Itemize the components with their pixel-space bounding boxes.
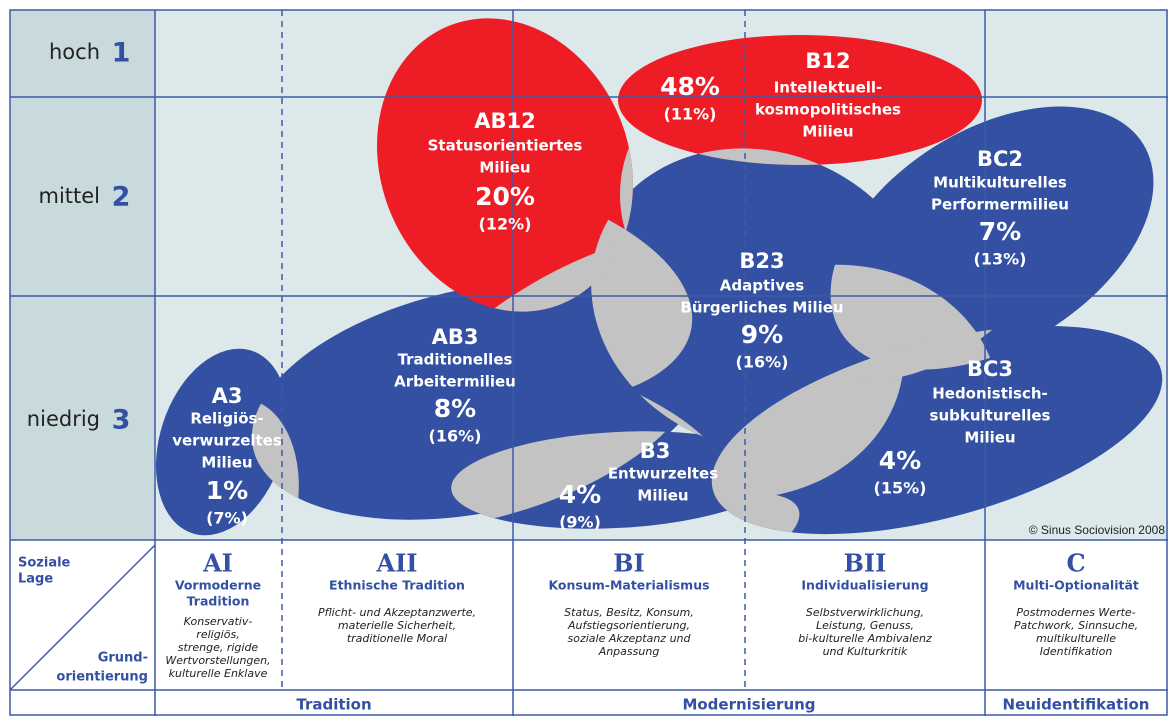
- milieu-name: Milieu: [637, 487, 688, 505]
- column-title: Vormoderne: [175, 578, 261, 593]
- milieu-share: 4%: [879, 446, 921, 475]
- row-label: hoch: [49, 40, 100, 64]
- corner-label: Soziale: [18, 556, 71, 571]
- milieu-share: 8%: [434, 394, 476, 423]
- milieu-name: Adaptives: [720, 277, 804, 295]
- column-code: AI: [202, 549, 233, 578]
- milieu-share: 7%: [979, 217, 1021, 246]
- column-code: C: [1066, 549, 1085, 578]
- milieu-sample: (16%): [429, 427, 482, 446]
- column-title: Konsum-Materialismus: [548, 578, 709, 593]
- corner-label: Grund-: [98, 651, 148, 666]
- column-code: AII: [375, 549, 417, 578]
- milieu-code: B3: [640, 439, 671, 463]
- row-number: 3: [112, 405, 131, 436]
- milieu-code: AB3: [432, 325, 479, 349]
- milieu-share: 4%: [559, 480, 601, 509]
- row-number: 2: [112, 182, 131, 213]
- column-description: Konservativ-: [184, 615, 253, 628]
- milieu-sample: (16%): [736, 353, 789, 372]
- copyright: © Sinus Sociovision 2008: [1029, 523, 1166, 537]
- milieu-name: Milieu: [201, 454, 252, 472]
- column-description: Wertvorstellungen,: [165, 654, 270, 667]
- column-description: und Kulturkritik: [823, 645, 908, 658]
- column-description: Pflicht- und Akzeptanzwerte,: [318, 606, 476, 619]
- milieu-name: subkulturelles: [930, 407, 1051, 425]
- milieu-shape: [618, 35, 982, 165]
- milieu-name: Bürgerliches Milieu: [680, 299, 843, 317]
- milieu-name: Arbeitermilieu: [394, 373, 516, 391]
- row-label: mittel: [38, 184, 100, 208]
- column-description: Aufstiegsorientierung,: [567, 619, 690, 632]
- outer-border: [9, 9, 1168, 716]
- milieu-name: Milieu: [479, 159, 530, 177]
- milieu-code: BC3: [967, 357, 1013, 381]
- column-description: strenge, rigide: [178, 641, 259, 654]
- milieu-code: B12: [805, 49, 850, 73]
- milieu-share: 1%: [206, 476, 248, 505]
- milieu-name: Religiös-: [190, 410, 263, 428]
- milieu-name: Multikulturelles: [933, 174, 1067, 192]
- column-title: Individualisierung: [801, 578, 928, 593]
- milieu-name: verwurzeltes: [172, 432, 282, 450]
- column-description: Leistung, Genuss,: [816, 619, 914, 632]
- column-description: religiös,: [196, 628, 239, 641]
- milieu-name: Entwurzeltes: [608, 465, 718, 483]
- row-label: niedrig: [27, 407, 100, 431]
- milieu-sample: (13%): [974, 250, 1027, 269]
- grid: [9, 9, 1168, 716]
- milieu-name: Statusorientiertes: [428, 137, 583, 155]
- row-number: 1: [112, 38, 131, 69]
- column-description: Selbstverwirklichung,: [806, 606, 924, 619]
- milieu-name: Intellektuell-: [774, 79, 883, 97]
- column-title: Ethnische Tradition: [329, 578, 465, 593]
- corner-label: Lage: [18, 572, 53, 587]
- column-description: Anpassung: [598, 645, 660, 658]
- group-label: Neuidentifikation: [1003, 696, 1150, 714]
- column-code: BII: [844, 549, 887, 578]
- corner-diagonal: [9, 544, 156, 691]
- milieu-sample: (9%): [559, 513, 601, 532]
- column-description: Status, Besitz, Konsum,: [564, 606, 694, 619]
- column-description: kulturelle Enklave: [169, 667, 268, 680]
- milieu-name: Hedonistisch-: [932, 385, 1048, 403]
- column-description: Postmodernes Werte-: [1016, 606, 1135, 619]
- column-title: Tradition: [187, 594, 250, 609]
- corner-label: orientierung: [56, 670, 148, 685]
- column-title: Multi-Optionalität: [1013, 578, 1139, 593]
- milieu-share: 20%: [475, 182, 535, 211]
- column-description: soziale Akzeptanz und: [568, 632, 692, 645]
- milieu-shapes: [155, 18, 1163, 536]
- milieu-name: Milieu: [964, 429, 1015, 447]
- milieu-sample: (7%): [206, 509, 248, 528]
- milieu-sample: (11%): [664, 105, 717, 124]
- milieu-share: 48%: [660, 72, 720, 101]
- group-label: Tradition: [296, 696, 371, 714]
- milieu-shape: [377, 18, 633, 312]
- column-description: multikulturelle: [1036, 632, 1116, 645]
- milieu-code: AB12: [474, 109, 535, 133]
- group-label: Modernisierung: [682, 696, 815, 714]
- milieu-code: A3: [212, 384, 243, 408]
- column-description: materielle Sicherheit,: [338, 619, 456, 632]
- milieu-name: Performermilieu: [931, 196, 1069, 214]
- milieu-shape: [155, 348, 289, 536]
- milieu-name: Milieu: [802, 123, 853, 141]
- milieu-code: BC2: [977, 147, 1023, 171]
- milieu-name: kosmopolitisches: [755, 101, 901, 119]
- labels: hoch 1 mittel 2 niedrig 3 A3 Religiös-verwurzel…: [18, 38, 1165, 714]
- milieu-name: Traditionelles: [398, 351, 513, 369]
- milieu-sample: (12%): [479, 215, 532, 234]
- column-description: traditionelle Moral: [347, 632, 447, 645]
- milieu-sample: (15%): [874, 479, 927, 498]
- column-description: Identifikation: [1040, 645, 1113, 658]
- milieu-code: B23: [739, 249, 784, 273]
- column-code: BI: [613, 549, 645, 578]
- column-description: bi-kulturelle Ambivalenz: [798, 632, 932, 645]
- row-label-column: [10, 10, 155, 540]
- column-description: Patchwork, Sinnsuche,: [1014, 619, 1138, 632]
- milieu-share: 9%: [741, 320, 783, 349]
